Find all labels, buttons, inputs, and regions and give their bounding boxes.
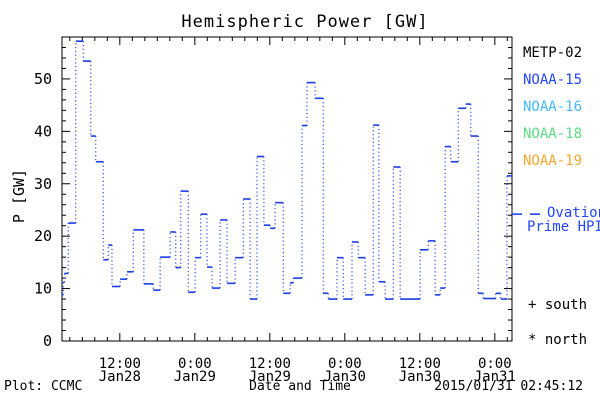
legend-item-noaa18: NOAA-18 [523, 126, 583, 142]
legend-item-noaa19: NOAA-19 [523, 153, 583, 169]
south-label: south [544, 297, 588, 313]
page-title: Hemispheric Power [GW] [181, 12, 429, 32]
svg-text:50: 50 [34, 70, 52, 88]
svg-text:12:00: 12:00 [399, 356, 441, 372]
svg-text:20: 20 [34, 227, 52, 245]
svg-text:0: 0 [43, 332, 52, 350]
legend-item-noaa16: NOAA-16 [523, 99, 583, 115]
svg-text:40: 40 [34, 122, 52, 140]
y-axis-label: P [GW] [10, 168, 28, 224]
svg-text:Jan29: Jan29 [174, 369, 216, 385]
svg-text:30: 30 [34, 175, 52, 193]
svg-text:10: 10 [34, 280, 52, 298]
asterisk-marker-icon: * [528, 332, 537, 348]
legend-marker-south: + south [528, 297, 587, 313]
footer-timestamp: 2015/01/31 02:45:12 [434, 379, 583, 394]
svg-text:Jan30: Jan30 [324, 369, 366, 385]
svg-text:12:00: 12:00 [99, 356, 141, 372]
svg-text:Jan31: Jan31 [474, 369, 516, 385]
legend-ovation-prime-hpi: Ovation Prime HPI [512, 206, 600, 234]
legend-item-metp02: METP-02 [523, 45, 583, 61]
plus-marker-icon: + [528, 297, 537, 313]
legend-marker-north: * north [528, 332, 587, 348]
svg-text:0:00: 0:00 [178, 356, 212, 372]
svg-text:Jan30: Jan30 [399, 369, 441, 385]
footer-plot-source: Plot: CCMC [4, 379, 83, 394]
north-label: north [544, 332, 588, 348]
legend-item-noaa15: NOAA-15 [523, 72, 583, 88]
svg-text:12:00: 12:00 [249, 356, 291, 372]
x-axis-title: Date and Time [249, 379, 351, 394]
ovation-label-line2: Prime HPI [527, 219, 600, 235]
ovation-label-line1: Ovation [547, 205, 600, 221]
svg-text:Jan29: Jan29 [249, 369, 291, 385]
svg-text:Jan28: Jan28 [99, 369, 141, 385]
svg-text:0:00: 0:00 [478, 356, 512, 372]
svg-text:0:00: 0:00 [328, 356, 362, 372]
